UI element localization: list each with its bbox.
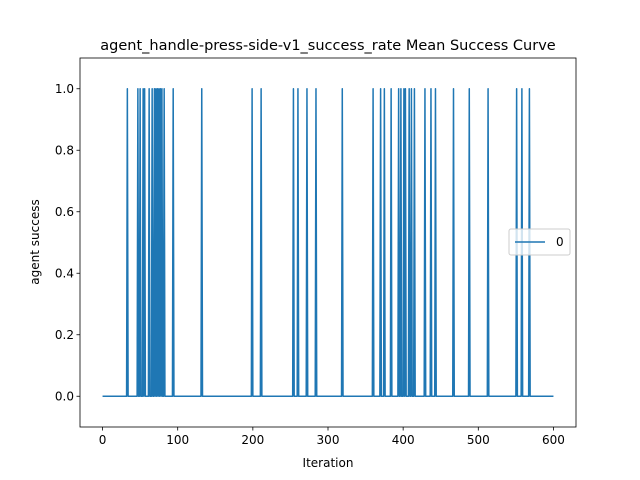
y-tick-label: 0.2 xyxy=(55,328,74,342)
x-tick-label: 500 xyxy=(467,433,490,447)
y-tick-label: 0.4 xyxy=(55,266,74,280)
y-tick-label: 1.0 xyxy=(55,82,74,96)
x-tick-label: 0 xyxy=(99,433,107,447)
y-tick-label: 0.6 xyxy=(55,205,74,219)
plot-lines-group xyxy=(102,88,554,397)
series-line-0 xyxy=(102,88,554,397)
x-tick-label: 600 xyxy=(542,433,565,447)
y-axis-label: agent success xyxy=(28,199,42,284)
x-tick-label: 100 xyxy=(166,433,189,447)
y-tick-label: 0.0 xyxy=(55,389,74,403)
x-tick-label: 200 xyxy=(241,433,264,447)
y-axis-ticks: 0.0 0.2 0.4 0.6 0.8 1.0 xyxy=(55,82,80,403)
legend: 0 xyxy=(508,228,571,256)
x-tick-label: 400 xyxy=(392,433,415,447)
x-tick-label: 300 xyxy=(317,433,340,447)
chart-title: agent_handle-press-side-v1_success_rate … xyxy=(100,38,555,54)
plot-frame xyxy=(79,57,577,428)
x-axis-ticks: 0 100 200 300 400 500 600 xyxy=(99,427,565,447)
y-tick-label: 0.8 xyxy=(55,143,74,157)
x-axis-label: Iteration xyxy=(303,456,354,470)
legend-label-0: 0 xyxy=(556,235,564,249)
